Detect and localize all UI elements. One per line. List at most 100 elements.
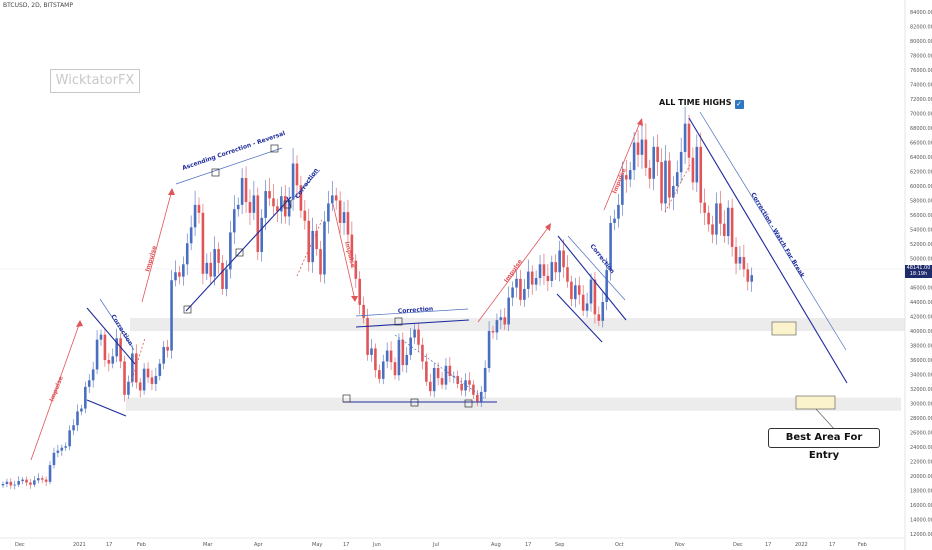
candle-body bbox=[660, 162, 663, 204]
candle-body bbox=[687, 123, 691, 158]
candle-body bbox=[268, 191, 271, 199]
x-tick-label: 2021 bbox=[73, 542, 86, 548]
candle-body bbox=[87, 380, 91, 387]
impulse-arrow-2 bbox=[141, 189, 173, 303]
last-price-tag: 48141.00 18:19h bbox=[905, 265, 932, 278]
label-impulse-5: Impulse bbox=[611, 167, 628, 194]
candle-body bbox=[464, 380, 467, 391]
candle-body bbox=[166, 346, 169, 351]
candle-body bbox=[436, 367, 440, 379]
candle-body bbox=[91, 369, 95, 381]
y-tick-label: 42000.00 bbox=[910, 315, 932, 321]
x-tick-label: 17 bbox=[106, 542, 112, 548]
candle-body bbox=[624, 175, 628, 180]
candle-body bbox=[483, 367, 487, 392]
candle-body bbox=[95, 339, 99, 370]
candle-body bbox=[134, 353, 138, 383]
y-tick-label: 20000.00 bbox=[910, 474, 932, 480]
candle-body bbox=[244, 178, 248, 202]
candle-body bbox=[29, 482, 32, 485]
candle-body bbox=[185, 243, 189, 265]
candle-body bbox=[432, 367, 436, 392]
candle-body bbox=[272, 198, 275, 207]
y-tick-label: 40000.00 bbox=[910, 329, 932, 335]
candle-body bbox=[632, 142, 636, 171]
candle-body bbox=[33, 480, 36, 485]
candle-body bbox=[158, 363, 162, 376]
candle-body bbox=[221, 262, 224, 289]
pivot-box bbox=[270, 144, 279, 153]
candle-body bbox=[417, 329, 420, 345]
candle-body bbox=[515, 278, 518, 288]
y-tick-label: 60000.00 bbox=[910, 184, 932, 190]
watermark-logo: WicktatorFX bbox=[50, 69, 140, 93]
candle-body bbox=[719, 203, 722, 224]
candle-body bbox=[707, 212, 710, 225]
candle-body bbox=[695, 146, 699, 183]
pivot-box bbox=[183, 305, 192, 314]
candle-body bbox=[107, 360, 111, 364]
candle-body bbox=[342, 212, 346, 223]
candle-body bbox=[299, 185, 303, 211]
y-tick-label: 26000.00 bbox=[910, 431, 932, 437]
candle-body bbox=[72, 425, 75, 431]
candle-body bbox=[534, 278, 538, 285]
candle-body bbox=[295, 163, 299, 186]
candle-body bbox=[338, 200, 342, 223]
candle-body bbox=[330, 195, 334, 204]
y-tick-label: 14000.00 bbox=[910, 518, 932, 524]
candle-body bbox=[366, 317, 369, 355]
support-zone bbox=[126, 397, 901, 411]
y-tick-label: 54000.00 bbox=[910, 228, 932, 234]
candle-body bbox=[672, 186, 675, 198]
symbol-title: BTCUSD, 2D, BITSTAMP bbox=[3, 2, 73, 9]
candle-body bbox=[1, 483, 5, 486]
candle-body bbox=[542, 264, 546, 276]
arrow-correction-5 bbox=[567, 235, 626, 301]
y-tick-label: 46000.00 bbox=[910, 286, 932, 292]
candle-body bbox=[146, 368, 150, 378]
candle-body bbox=[460, 383, 463, 391]
candle-body bbox=[554, 262, 558, 273]
label-impulse-1: Impulse bbox=[48, 375, 65, 402]
candle-body bbox=[381, 361, 385, 379]
y-tick-label: 30000.00 bbox=[910, 402, 932, 408]
candle-body bbox=[385, 350, 389, 362]
candle-body bbox=[197, 204, 201, 213]
pivot-box bbox=[283, 200, 292, 209]
candle-body bbox=[389, 350, 393, 363]
candle-body bbox=[103, 334, 107, 360]
candle-body bbox=[111, 356, 115, 364]
arrow-correction-4 bbox=[355, 308, 469, 317]
x-tick-label: Feb bbox=[137, 542, 146, 548]
candle-body bbox=[585, 303, 589, 311]
candle-body bbox=[750, 275, 754, 282]
y-tick-label: 56000.00 bbox=[910, 213, 932, 219]
candle-body bbox=[154, 375, 158, 384]
candle-body bbox=[17, 481, 20, 485]
candle-body bbox=[730, 207, 734, 247]
y-tick-label: 80000.00 bbox=[910, 39, 932, 45]
candle-body bbox=[76, 411, 79, 426]
impulse-arrow-5 bbox=[603, 119, 642, 211]
trendline-2a bbox=[185, 196, 292, 312]
x-tick-label: Aug bbox=[491, 542, 501, 548]
candle-body bbox=[421, 344, 424, 362]
candle-body bbox=[715, 203, 718, 235]
candle-body bbox=[397, 339, 401, 376]
arrow-correction-2 bbox=[175, 147, 283, 185]
candle-body bbox=[589, 279, 593, 304]
pivot-box bbox=[211, 168, 220, 177]
candle-body bbox=[182, 264, 185, 277]
y-tick-label: 50000.00 bbox=[910, 257, 932, 263]
candle-body bbox=[479, 391, 483, 402]
candle-body bbox=[123, 361, 126, 395]
candle-body bbox=[581, 294, 585, 311]
candle-body bbox=[530, 271, 534, 285]
candle-body bbox=[656, 146, 659, 163]
candle-body bbox=[413, 329, 416, 338]
candle-body bbox=[283, 196, 287, 217]
candle-body bbox=[64, 446, 68, 448]
candle-body bbox=[472, 384, 475, 395]
candle-body bbox=[405, 354, 409, 366]
